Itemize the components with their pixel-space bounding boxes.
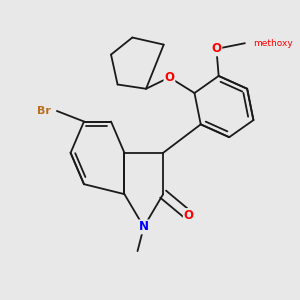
- Text: O: O: [184, 209, 194, 222]
- Text: O: O: [212, 42, 221, 56]
- Text: methoxy: methoxy: [254, 39, 293, 48]
- Text: O: O: [164, 71, 174, 84]
- Text: N: N: [139, 220, 149, 233]
- Text: Br: Br: [38, 106, 51, 116]
